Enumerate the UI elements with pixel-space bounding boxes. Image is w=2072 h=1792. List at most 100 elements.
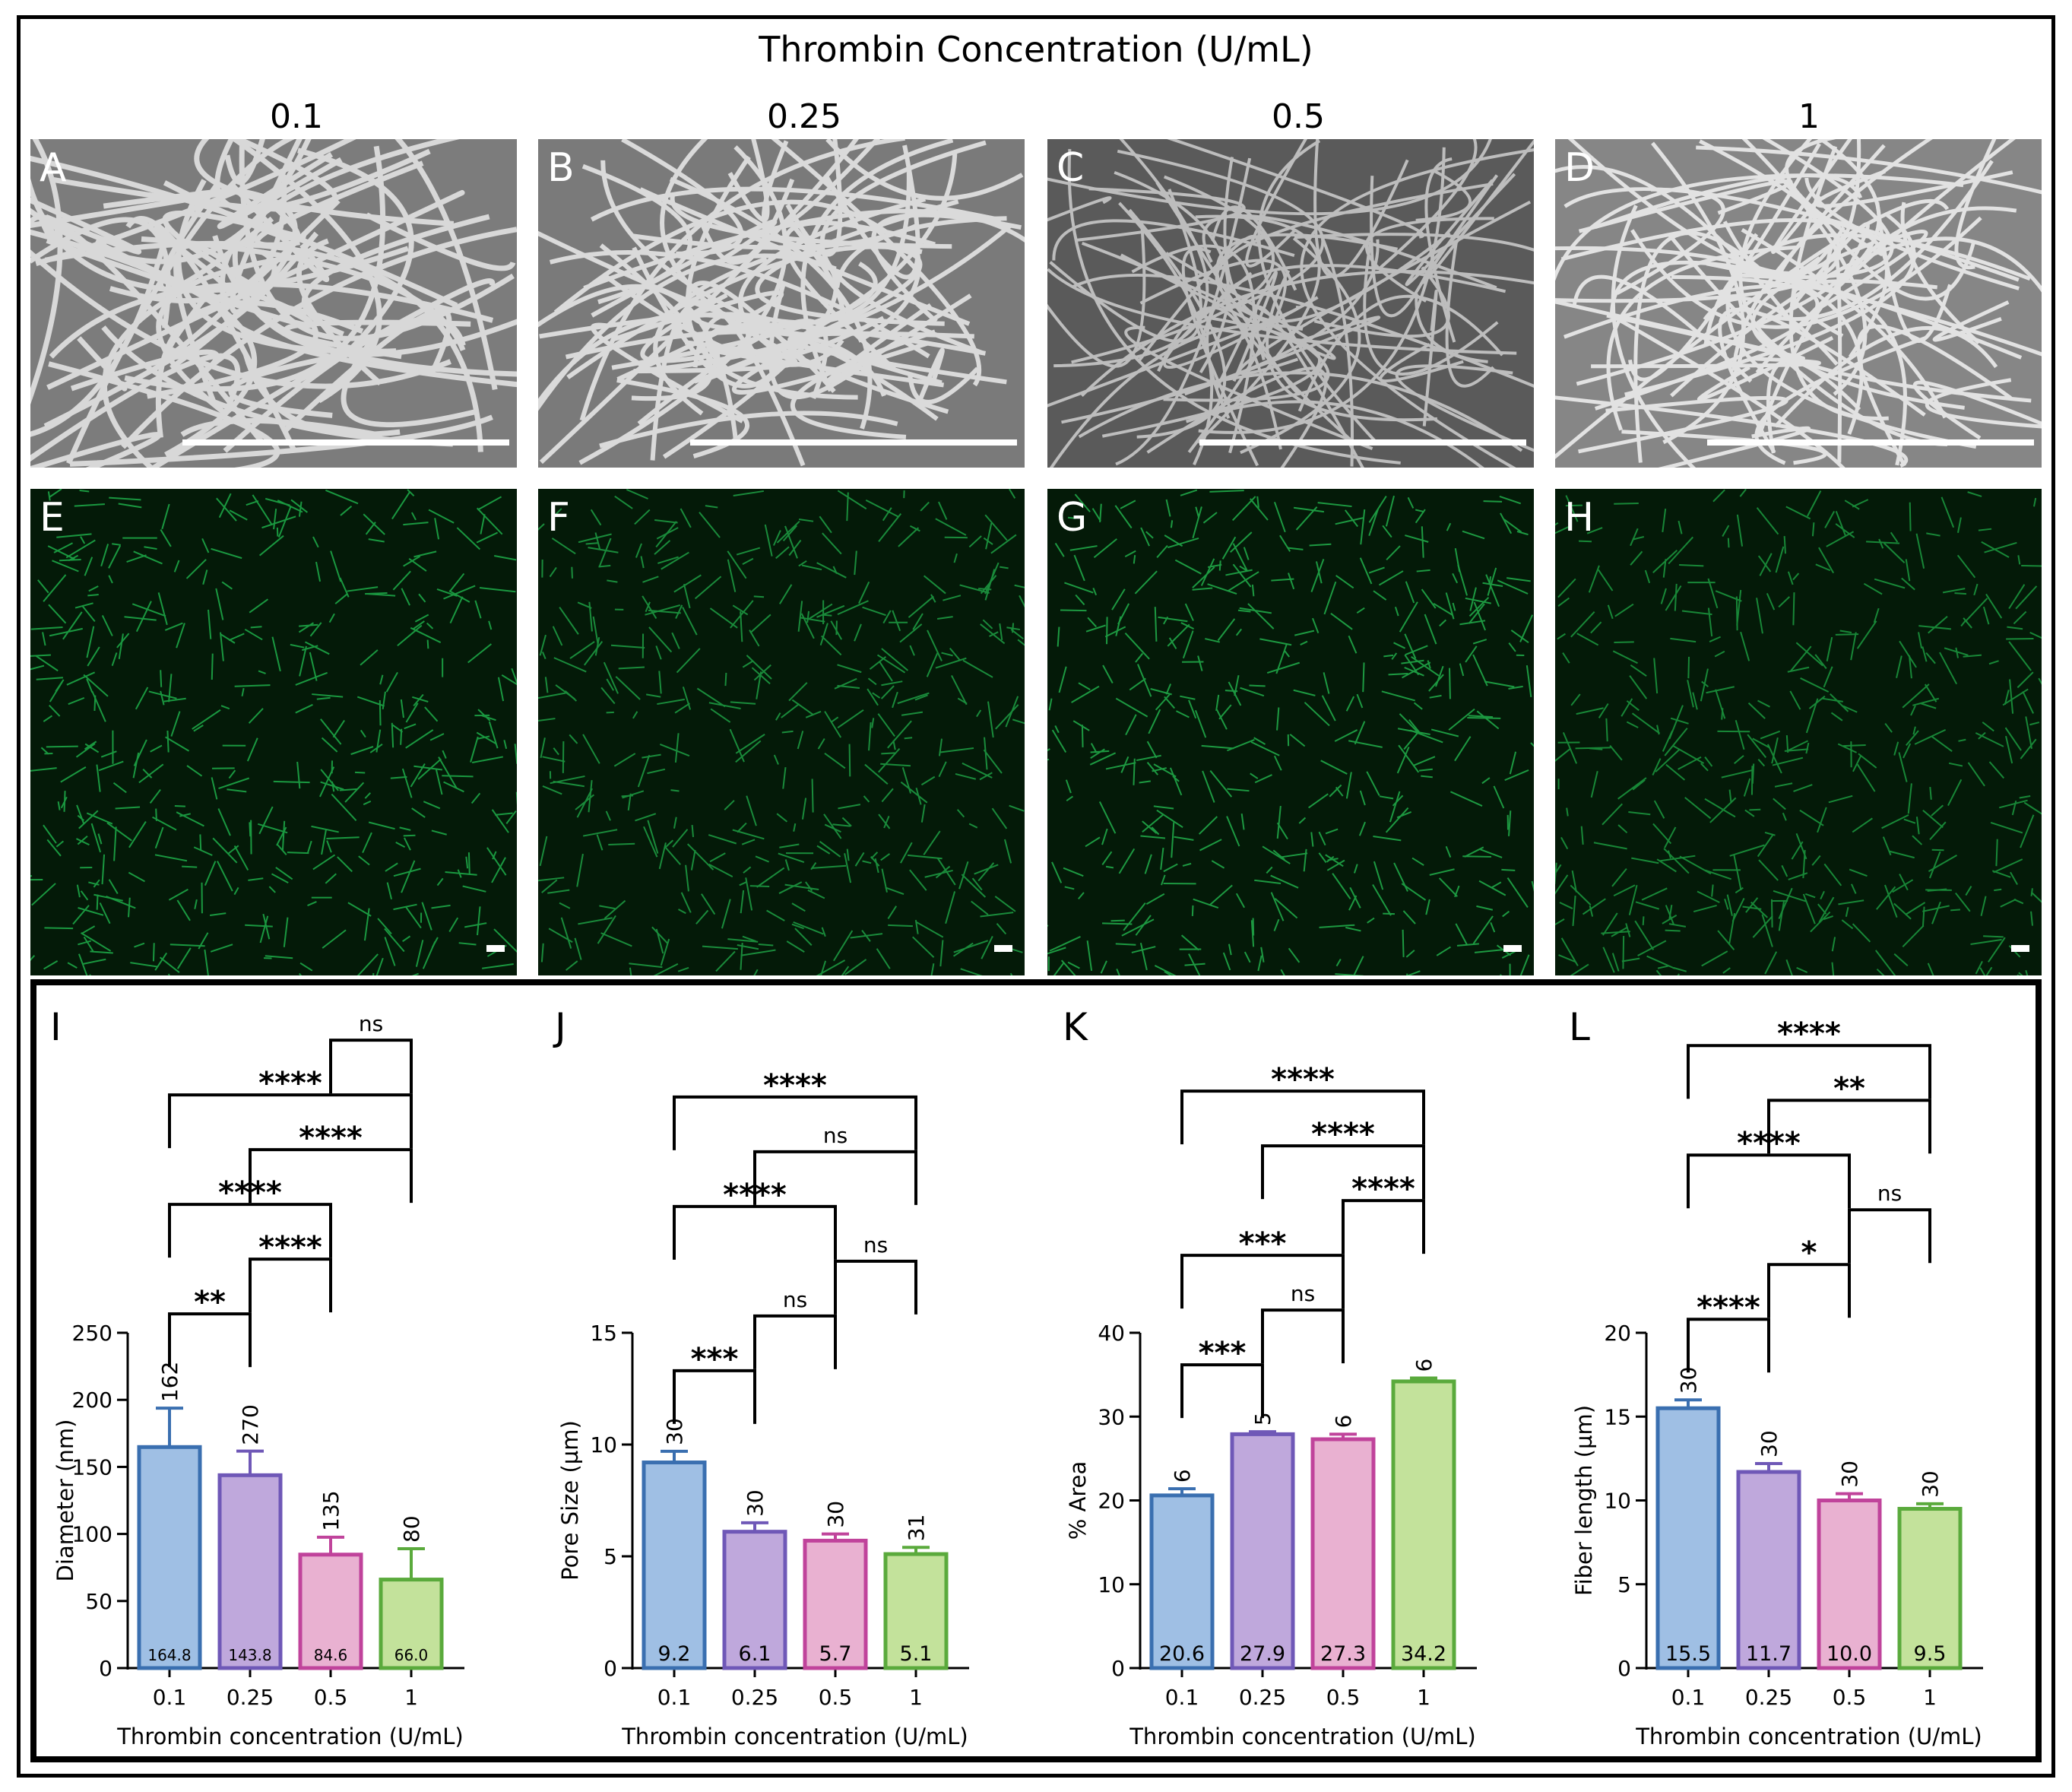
x-tick-label: 0.25 — [731, 1685, 778, 1710]
significance-bracket — [168, 1093, 413, 1149]
significance-label: **** — [1271, 1062, 1335, 1097]
sample-size-label: 6 — [1170, 1469, 1195, 1483]
bar-value-label: 34.2 — [1401, 1642, 1446, 1666]
scale-bar — [690, 439, 1017, 446]
significance-label: **** — [1777, 1017, 1841, 1051]
sem-image-3: D — [1555, 139, 2042, 468]
significance-label: **** — [1697, 1290, 1760, 1325]
bar — [298, 1553, 363, 1670]
y-tick-label: 10 — [590, 1432, 617, 1457]
significance-bracket — [1261, 1308, 1345, 1364]
x-tick-label: 0.5 — [314, 1685, 348, 1710]
panel-label-B: B — [547, 145, 575, 191]
significance-bracket — [1180, 1363, 1264, 1419]
x-tick-label: 0.25 — [227, 1685, 274, 1710]
sample-size-label: 270 — [238, 1404, 263, 1445]
x-tick-label: 0.1 — [1165, 1685, 1199, 1710]
bar — [803, 1538, 868, 1670]
x-tick-label: 0.25 — [1239, 1685, 1286, 1710]
panel-label-I: I — [50, 1005, 62, 1049]
significance-bracket — [168, 1312, 252, 1368]
x-tick-label: 1 — [909, 1685, 923, 1710]
bar-value-label: 9.5 — [1914, 1642, 1947, 1666]
panel-label-H: H — [1564, 495, 1595, 541]
panel-label-D: D — [1564, 145, 1595, 191]
panel-label-E: E — [40, 495, 65, 541]
sample-size-label: 6 — [1411, 1359, 1437, 1372]
y-tick-label: 0 — [1617, 1656, 1631, 1681]
x-tick-label: 0.5 — [1326, 1685, 1361, 1710]
significance-bracket — [168, 1203, 332, 1258]
x-tick-label: 0.1 — [657, 1685, 692, 1710]
confocal-fiber-texture — [1555, 489, 2042, 975]
significance-bracket — [1848, 1208, 1931, 1264]
significance-label: **** — [763, 1068, 827, 1103]
x-tick-label: 0.1 — [153, 1685, 187, 1710]
figure-frame — [17, 15, 2055, 1778]
confocal-image-3: H — [1555, 489, 2042, 975]
significance-label: **** — [258, 1230, 322, 1265]
x-tick-label: 0.5 — [1833, 1685, 1867, 1710]
confocal-image-2: G — [1047, 489, 1534, 975]
panel-label-L: L — [1569, 1005, 1590, 1049]
panel-label-A: A — [40, 145, 67, 191]
significance-bracket — [249, 1258, 332, 1313]
scale-bar — [182, 439, 509, 446]
significance-bracket — [673, 1095, 917, 1150]
chart-diameter: I 0 50 100 150 200 250 Diameter (nm) 0.1 0.25 0.5 1… — [50, 1005, 464, 1749]
significance-label: ns — [863, 1232, 888, 1258]
confocal-image-1: F — [538, 489, 1025, 975]
sample-size-label: 30 — [1757, 1430, 1782, 1457]
significance-label: ns — [1877, 1181, 1902, 1206]
bar-value-label: 164.8 — [147, 1646, 191, 1664]
y-tick-label: 200 — [72, 1388, 112, 1413]
confocal-image-0: E — [30, 489, 517, 975]
scale-bar — [994, 945, 1012, 952]
confocal-fiber-texture — [538, 489, 1025, 975]
bar-value-label: 5.1 — [900, 1642, 933, 1666]
sem-fiber-texture — [538, 139, 1025, 468]
y-tick-label: 10 — [1604, 1489, 1631, 1514]
y-tick-label: 0 — [604, 1656, 617, 1681]
significance-bracket — [1180, 1089, 1425, 1145]
bar — [1310, 1437, 1376, 1670]
x-axis-label: Thrombin concentration (U/mL) — [1635, 1724, 1982, 1749]
y-tick-label: 5 — [604, 1544, 617, 1569]
significance-label: ns — [783, 1287, 807, 1312]
scale-bar — [1707, 439, 2034, 446]
panel-label-F: F — [547, 495, 570, 541]
significance-label: * — [1801, 1235, 1817, 1270]
bar-value-label: 143.8 — [228, 1646, 271, 1664]
column-header-1: 0.25 — [767, 97, 841, 136]
significance-bracket — [834, 1259, 917, 1315]
significance-label: *** — [691, 1342, 739, 1377]
bar — [1230, 1432, 1295, 1670]
significance-bracket — [1767, 1099, 1931, 1154]
significance-label: **** — [299, 1121, 363, 1156]
x-tick-label: 1 — [1417, 1685, 1430, 1710]
y-tick-label: 0 — [1111, 1656, 1125, 1681]
x-tick-label: 0.25 — [1745, 1685, 1792, 1710]
sample-size-label: 162 — [157, 1362, 182, 1402]
sample-size-label: 30 — [1837, 1461, 1862, 1488]
significance-label: *** — [1199, 1336, 1247, 1371]
bar — [883, 1552, 949, 1670]
sem-fiber-texture — [1047, 139, 1534, 468]
confocal-fiber-texture — [1047, 489, 1534, 975]
sample-size-label: 80 — [399, 1515, 424, 1543]
y-tick-label: 0 — [99, 1656, 112, 1681]
significance-bracket — [249, 1148, 413, 1204]
significance-bracket — [1687, 1044, 1931, 1099]
panel-label-C: C — [1057, 145, 1085, 191]
x-axis-label: Thrombin concentration (U/mL) — [116, 1724, 464, 1749]
y-tick-label: 20 — [1098, 1489, 1125, 1514]
sample-size-label: 31 — [904, 1514, 929, 1542]
scale-bar — [1503, 945, 1522, 952]
significance-bracket — [1261, 1144, 1425, 1200]
sample-size-label: 6 — [1331, 1415, 1356, 1429]
column-header-3: 1 — [1798, 97, 1820, 136]
y-tick-label: 15 — [1604, 1404, 1631, 1429]
significance-label: **** — [1311, 1117, 1375, 1152]
chart-fiber-length: L 0 5 10 15 20 Fiber length (µm) 0.1 0.25 0.5 1 Thr… — [1569, 1005, 1983, 1749]
column-header-0: 0.1 — [270, 97, 323, 136]
